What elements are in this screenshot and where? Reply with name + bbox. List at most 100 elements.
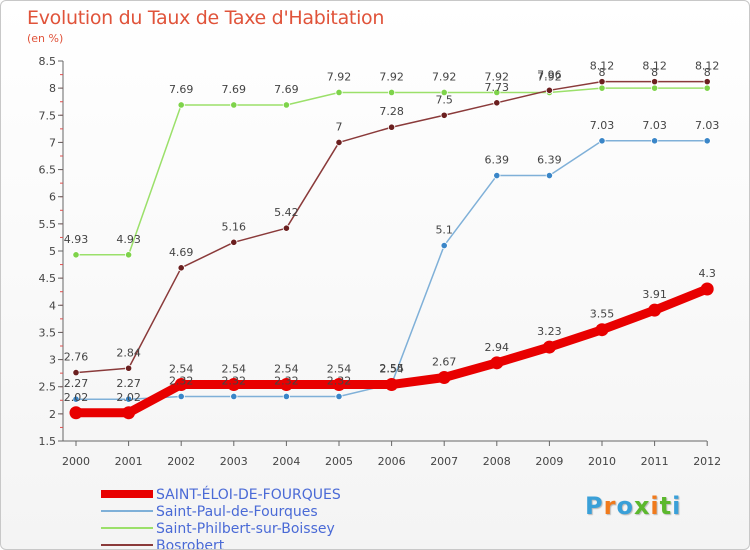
y-tick-label: 8.5 — [39, 55, 57, 68]
data-point — [387, 88, 396, 97]
data-label: 5.1 — [435, 224, 453, 237]
data-label: 8 — [599, 66, 606, 79]
data-point — [174, 378, 188, 392]
data-label: 4.3 — [698, 267, 716, 280]
data-point — [230, 392, 238, 401]
data-point — [598, 78, 606, 86]
data-label: 2.54 — [274, 363, 299, 376]
y-tick-label: 3 — [49, 354, 56, 367]
logo-letter: P — [585, 492, 604, 520]
data-label: 8.12 — [695, 60, 720, 73]
data-label: 7.03 — [695, 119, 720, 132]
data-label: 7.96 — [537, 68, 562, 81]
data-point — [650, 78, 659, 86]
x-tick-label: 2006 — [378, 455, 406, 468]
y-tick-label: 6.5 — [39, 164, 57, 177]
x-tick-label: 2011 — [641, 455, 669, 468]
data-label: 5.42 — [274, 206, 299, 219]
data-label: 4.93 — [64, 233, 89, 246]
data-point — [440, 111, 448, 119]
data-label: 8.12 — [642, 60, 667, 73]
data-point — [703, 78, 711, 86]
data-label: 2.32 — [222, 374, 247, 387]
data-label: 2.54 — [222, 363, 247, 376]
y-tick-label: 4.5 — [39, 272, 57, 285]
data-label: 7.69 — [274, 83, 299, 96]
x-tick-label: 2002 — [167, 455, 195, 468]
data-label: 4.69 — [169, 246, 194, 259]
logo-letter: t — [659, 492, 673, 520]
data-label: 2.27 — [116, 377, 141, 390]
y-tick-label: 2.5 — [39, 381, 57, 394]
data-label: 7.5 — [435, 93, 453, 106]
data-label: 7.69 — [169, 83, 194, 96]
data-point — [387, 123, 396, 131]
y-tick-label: 1.5 — [39, 435, 57, 448]
y-tick-label: 5.5 — [39, 218, 57, 231]
series-lines — [69, 78, 714, 420]
logo-letter: i — [672, 492, 682, 520]
y-tick-label: 3.5 — [39, 326, 57, 339]
logo-letter: i — [650, 492, 660, 520]
logo-letter: r — [603, 492, 617, 520]
data-point — [72, 368, 80, 377]
data-point — [335, 88, 343, 97]
data-point — [493, 171, 501, 180]
x-tick-label: 2004 — [272, 455, 300, 468]
x-tick-label: 2000 — [62, 455, 90, 468]
legend-entry: Saint-Paul-de-Fourques — [156, 504, 318, 520]
data-point — [650, 84, 659, 92]
data-point — [493, 99, 501, 107]
data-point — [282, 224, 290, 232]
data-label: 7.28 — [379, 105, 404, 118]
data-label: 3.55 — [590, 308, 615, 321]
data-point — [125, 364, 133, 372]
x-tick-label: 2009 — [535, 455, 563, 468]
series-line — [76, 140, 708, 400]
unit-label: (en %) — [27, 32, 64, 45]
data-label: 7.69 — [222, 83, 247, 96]
data-point — [122, 406, 136, 420]
data-point — [125, 395, 133, 403]
data-label: 4.93 — [116, 233, 141, 246]
data-point — [650, 137, 659, 145]
data-point — [177, 264, 185, 272]
data-point — [545, 171, 554, 180]
data-label: 7 — [336, 120, 343, 133]
data-label: 3.91 — [642, 288, 667, 301]
y-tick-label: 4 — [49, 299, 56, 312]
data-point — [332, 378, 346, 392]
data-label: 2.76 — [64, 351, 89, 364]
data-point — [282, 101, 290, 109]
data-point — [177, 101, 185, 109]
legend: SAINT-ÉLOI-DE-FOURQUESSaint-Paul-de-Four… — [101, 486, 341, 549]
data-label: 2.02 — [116, 391, 141, 404]
data-point — [440, 88, 448, 97]
data-point — [335, 392, 343, 401]
data-point — [595, 323, 609, 337]
data-label: 5.16 — [222, 220, 247, 233]
x-tick-label: 2008 — [483, 455, 511, 468]
data-point — [72, 251, 80, 259]
data-point — [177, 392, 185, 401]
data-label: 7.92 — [537, 70, 562, 83]
chart-title: Evolution du Taux de Taxe d'Habitation — [27, 7, 385, 29]
data-label: 7.73 — [485, 81, 510, 94]
data-label: 2.55 — [379, 362, 404, 375]
data-point — [440, 241, 448, 250]
data-point — [598, 137, 606, 145]
data-label: 3.23 — [537, 325, 562, 338]
data-label: 7.03 — [590, 119, 615, 132]
data-label: 7.92 — [485, 70, 510, 83]
logo-letter: x — [633, 492, 651, 520]
data-label: 7.92 — [327, 70, 352, 83]
legend-entry: Saint-Philbert-sur-Boissey — [156, 521, 335, 537]
x-tick-label: 2001 — [115, 455, 143, 468]
data-label: 2.32 — [327, 374, 352, 387]
logo-letter: o — [616, 492, 634, 520]
data-label: 2.02 — [64, 391, 89, 404]
data-labels: 2.02 2.02 2.54 2.54 2.54 2.54 2.54 2.67 2.94 3.23… — [64, 60, 720, 404]
data-label: 8 — [651, 66, 658, 79]
y-tick-label: 6 — [49, 191, 56, 204]
